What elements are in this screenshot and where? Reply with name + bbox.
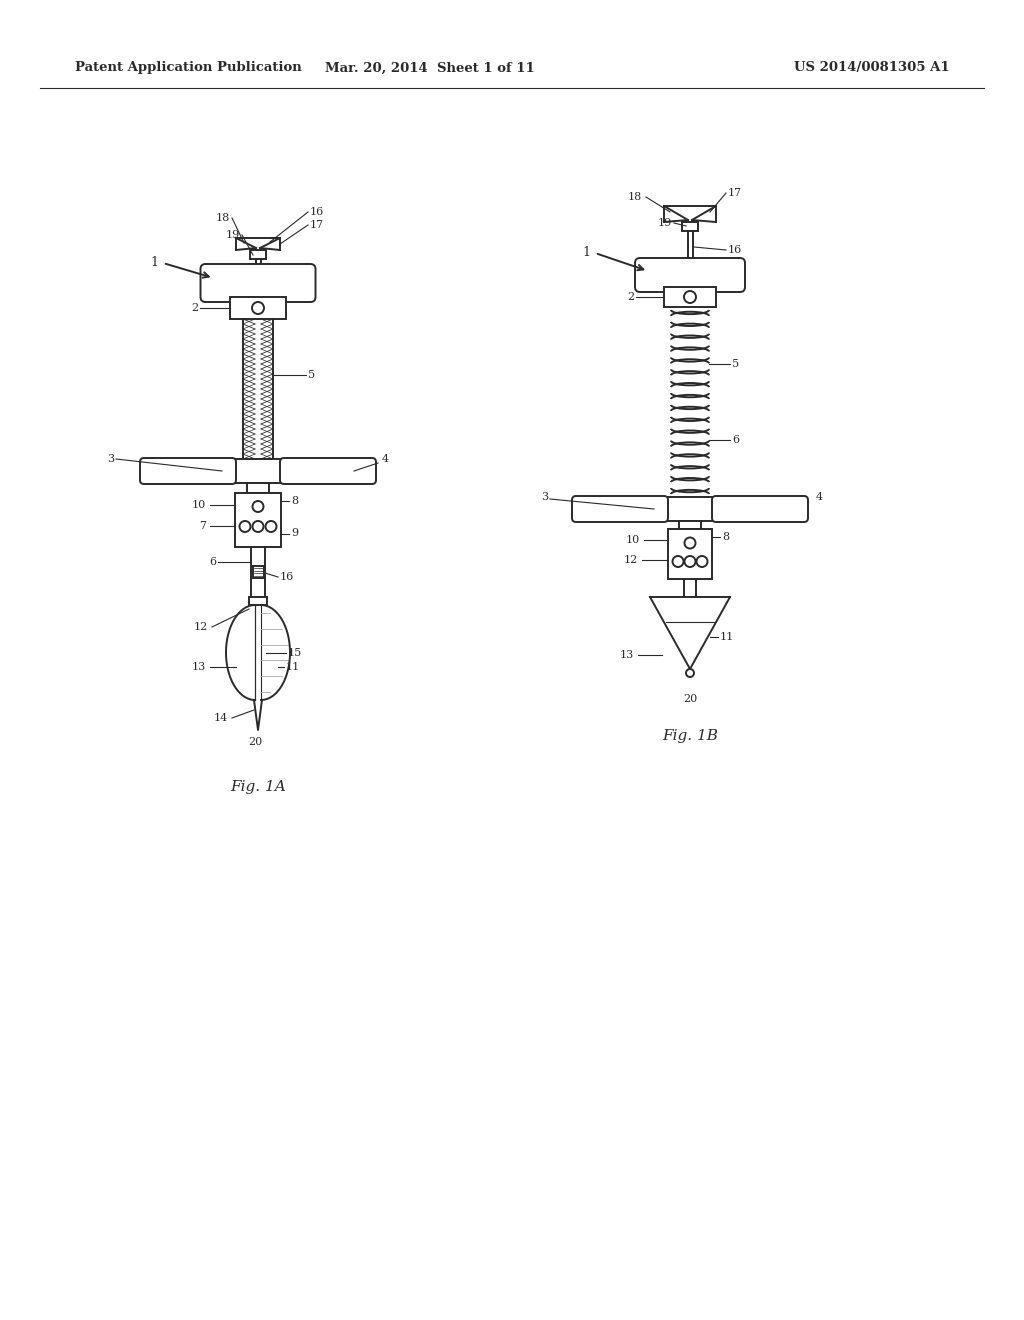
Bar [679, 521, 701, 529]
FancyBboxPatch shape [712, 496, 808, 521]
Text: Fig. 1B: Fig. 1B [662, 729, 718, 743]
Text: 19: 19 [657, 218, 672, 228]
Text: 1: 1 [150, 256, 158, 269]
Bar [253, 566, 263, 578]
FancyBboxPatch shape [140, 458, 236, 484]
Text: 10: 10 [626, 535, 640, 545]
Text: 10: 10 [191, 500, 206, 510]
Text: 11: 11 [720, 631, 734, 642]
Text: 16: 16 [280, 572, 294, 582]
Bar [247, 483, 269, 492]
Bar [668, 529, 712, 579]
Text: 4: 4 [382, 454, 389, 465]
Text: 16: 16 [728, 246, 742, 255]
Bar [230, 297, 286, 319]
Text: Mar. 20, 2014  Sheet 1 of 11: Mar. 20, 2014 Sheet 1 of 11 [326, 62, 535, 74]
Text: 20: 20 [248, 737, 262, 747]
Text: 17: 17 [728, 187, 742, 198]
Bar [682, 222, 698, 231]
Bar [664, 286, 716, 308]
Text: 8: 8 [291, 496, 298, 506]
Circle shape [253, 521, 263, 532]
FancyBboxPatch shape [280, 458, 376, 484]
Circle shape [696, 556, 708, 568]
Text: 20: 20 [683, 694, 697, 704]
Text: 12: 12 [624, 554, 638, 565]
Text: US 2014/0081305 A1: US 2014/0081305 A1 [795, 62, 950, 74]
Bar [234, 492, 281, 546]
Text: 12: 12 [194, 622, 208, 632]
Text: 13: 13 [620, 649, 634, 660]
Text: 2: 2 [627, 292, 634, 302]
Text: 1: 1 [582, 247, 590, 260]
Text: 14: 14 [214, 713, 228, 723]
FancyBboxPatch shape [201, 264, 315, 302]
Circle shape [265, 521, 276, 532]
Circle shape [673, 556, 683, 568]
Circle shape [240, 521, 251, 532]
Text: 18: 18 [628, 191, 642, 202]
Text: 5: 5 [308, 370, 315, 380]
Text: 7: 7 [199, 521, 206, 532]
Bar [249, 597, 267, 605]
Text: 18: 18 [216, 213, 230, 223]
Circle shape [686, 669, 694, 677]
Bar [256, 259, 260, 269]
Text: 13: 13 [191, 661, 206, 672]
Text: 5: 5 [732, 359, 739, 370]
Text: 15: 15 [288, 648, 302, 657]
Bar [687, 231, 692, 263]
Text: 11: 11 [286, 661, 300, 672]
Text: 16: 16 [310, 207, 325, 216]
FancyBboxPatch shape [635, 257, 745, 292]
Circle shape [684, 290, 696, 304]
Text: 3: 3 [106, 454, 114, 465]
Text: Fig. 1A: Fig. 1A [230, 780, 286, 795]
Bar [232, 459, 284, 483]
Text: 6: 6 [732, 436, 739, 445]
Text: 2: 2 [190, 304, 198, 313]
Text: 9: 9 [291, 528, 298, 539]
Text: 3: 3 [541, 492, 548, 502]
Circle shape [253, 502, 263, 512]
FancyBboxPatch shape [572, 496, 668, 521]
Circle shape [684, 556, 695, 568]
Text: 8: 8 [722, 532, 729, 541]
Bar [250, 249, 266, 259]
Text: Patent Application Publication: Patent Application Publication [75, 62, 302, 74]
Text: 4: 4 [816, 492, 823, 502]
Text: 19: 19 [225, 230, 240, 240]
Text: 17: 17 [310, 220, 325, 230]
Text: 6: 6 [209, 557, 216, 568]
Bar [664, 498, 716, 521]
Circle shape [252, 302, 264, 314]
Circle shape [684, 537, 695, 549]
